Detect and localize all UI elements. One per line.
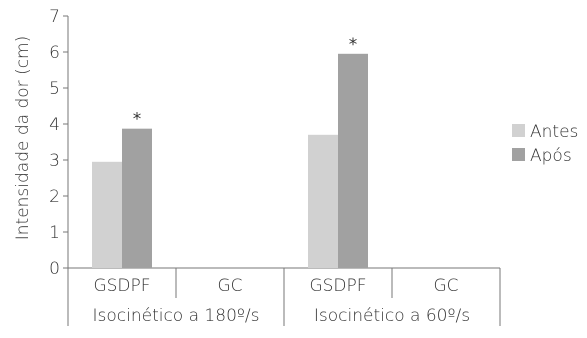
- bar-apos: [338, 53, 368, 268]
- bar-antes: [308, 134, 338, 268]
- x-category-label: GSDPF: [309, 276, 366, 296]
- legend-swatch-apos: [512, 148, 525, 161]
- y-tick-label: 6: [49, 43, 60, 63]
- y-tick-label: 5: [49, 79, 60, 99]
- y-tick-label: 0: [49, 259, 60, 279]
- y-tick-label: 2: [49, 187, 60, 207]
- bar-apos: [122, 128, 152, 268]
- bars: [92, 53, 368, 268]
- legend-label-apos: Após: [530, 146, 572, 166]
- y-axis-title: Intensidade da dor (cm): [13, 36, 33, 241]
- x-category-label: GSDPF: [93, 276, 150, 296]
- x-category-label: GC: [217, 276, 242, 296]
- y-tick-label: 7: [49, 7, 60, 27]
- legend-swatch-antes: [512, 124, 525, 137]
- x-group-label: Isocinético a 180º/s: [93, 306, 260, 326]
- x-group-label: Isocinético a 60º/s: [314, 306, 470, 326]
- legend: Antes Após: [512, 122, 578, 166]
- significance-marker: *: [349, 35, 358, 55]
- y-tick-label: 4: [49, 115, 60, 135]
- legend-label-antes: Antes: [530, 122, 578, 142]
- x-category-label: GC: [433, 276, 458, 296]
- y-tick-label: 3: [49, 151, 60, 171]
- labels: 0 1 2 3 4 5 6 7 * * GSDPF GC GSDPF GC Isocinético a 18…: [49, 7, 470, 326]
- y-tick-label: 1: [49, 223, 60, 243]
- significance-marker: *: [133, 110, 142, 130]
- bar-antes: [92, 161, 122, 268]
